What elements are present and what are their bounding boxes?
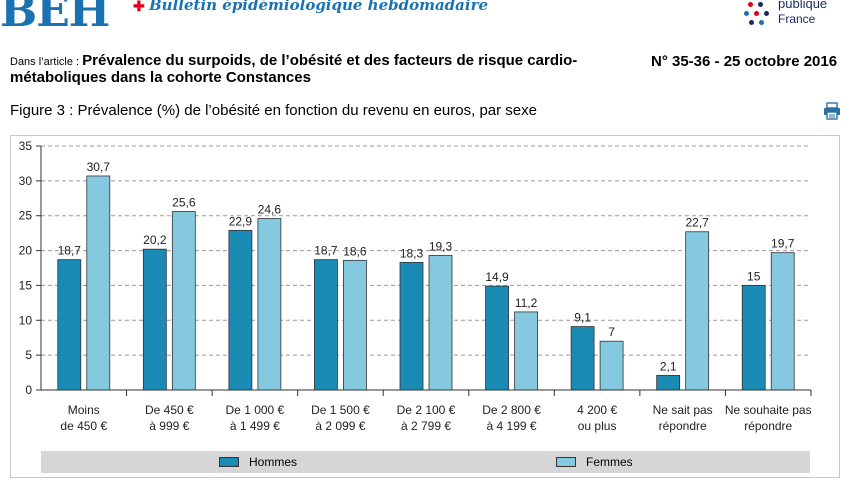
bar-hommes: [57, 259, 82, 391]
issue-number: N° 35-36 - 25 octobre 2016: [651, 53, 838, 70]
chart-legend: Hommes Femmes: [41, 451, 810, 473]
publisher-line2: France: [778, 12, 816, 26]
y-tick-label: 35: [19, 139, 33, 153]
x-tick-label: De 450 €: [145, 403, 194, 417]
data-label-femmes: 7: [608, 325, 615, 339]
printer-icon[interactable]: [823, 102, 841, 120]
x-tick-label: répondre: [744, 419, 792, 433]
legend-swatch-hommes: [219, 457, 239, 467]
bar-hommes: [656, 374, 681, 391]
publisher-logo: publique France: [742, 0, 850, 34]
y-tick-label: 30: [19, 174, 33, 188]
bar-hommes: [314, 259, 338, 391]
bar-hommes: [399, 262, 424, 391]
x-tick-label: De 2 100 €: [397, 403, 456, 417]
bar-femmes: [685, 231, 710, 391]
bar-femmes: [86, 175, 111, 391]
x-tick-label: Ne sait pas: [653, 403, 713, 417]
y-tick-label: 25: [19, 209, 33, 223]
data-label-femmes: 24,6: [258, 203, 282, 217]
x-tick-label: Ne souhaite pas: [725, 403, 812, 417]
x-tick-label: de 450 €: [60, 419, 107, 433]
x-tick-label: De 1 000 €: [226, 403, 285, 417]
data-label-femmes: 11,2: [515, 296, 538, 310]
y-tick-label: 5: [25, 348, 32, 362]
data-label-hommes: 22,9: [229, 214, 253, 228]
dots-icon: [742, 0, 776, 34]
x-tick-label: 4 200 €: [577, 403, 617, 417]
data-label-femmes: 18,6: [343, 244, 367, 258]
x-tick-label: Moins: [68, 403, 100, 417]
bar-femmes: [599, 340, 624, 391]
bar-femmes: [257, 218, 282, 391]
publisher-line1: publique: [778, 0, 828, 11]
logo-text: BEH: [0, 0, 110, 37]
legend-label-hommes: Hommes: [249, 455, 298, 469]
legend-item-hommes: Hommes: [219, 455, 297, 469]
bar-femmes: [514, 311, 538, 391]
legend-item-femmes: Femmes: [556, 455, 633, 469]
data-label-hommes: 9,1: [574, 311, 591, 325]
bar-hommes: [741, 285, 766, 391]
data-label-femmes: 22,7: [685, 216, 709, 230]
bar-femmes: [171, 211, 196, 391]
legend-label-femmes: Femmes: [586, 455, 633, 469]
y-tick-label: 15: [19, 278, 33, 292]
bar-femmes: [343, 259, 367, 391]
y-tick-label: 0: [25, 383, 32, 397]
article-prefix: Dans l’article :: [10, 56, 83, 68]
data-label-hommes: 18,7: [314, 244, 338, 258]
cross-icon: ✚: [133, 0, 145, 14]
y-tick-label: 20: [19, 244, 33, 258]
x-tick-label: répondre: [659, 419, 707, 433]
bar-hommes: [570, 326, 595, 391]
bar-femmes: [428, 255, 453, 391]
bar-hommes: [142, 248, 167, 391]
x-tick-label: De 1 500 €: [311, 403, 370, 417]
data-label-hommes: 18,3: [400, 246, 424, 260]
obesity-bar-chart: 0 5 10 15 20 25 30 35 18,7 30,7 Moins de 450 € 20,2 2…: [19, 139, 812, 433]
bulletin-title: Bulletin épidémiologique hebdomadaire: [149, 0, 489, 14]
x-tick-label: à 4 199 €: [487, 419, 537, 433]
y-tick-label: 10: [19, 313, 33, 327]
article-title[interactable]: Prévalence du surpoids, de l’obésité et …: [10, 52, 578, 86]
data-label-hommes: 2,1: [660, 359, 677, 373]
data-label-hommes: 18,7: [58, 244, 82, 258]
data-label-femmes: 25,6: [172, 196, 196, 210]
article-heading: Dans l’article : Prévalence du surpoids,…: [10, 53, 630, 86]
data-label-femmes: 19,7: [771, 237, 795, 251]
bar-hommes: [228, 229, 253, 391]
figure-title: Figure 3 : Prévalence (%) de l’obésité e…: [10, 102, 537, 119]
x-tick-label: à 2 099 €: [315, 419, 365, 433]
data-label-hommes: 20,2: [143, 233, 167, 247]
data-label-hommes: 15: [747, 269, 761, 283]
x-tick-label: à 999 €: [149, 419, 189, 433]
bar-femmes: [770, 252, 795, 391]
data-label-femmes: 19,3: [429, 239, 453, 253]
x-tick-label: ou plus: [578, 419, 617, 433]
bar-hommes: [485, 285, 509, 391]
x-tick-label: à 2 799 €: [401, 419, 451, 433]
x-tick-label: De 2 800 €: [482, 403, 541, 417]
legend-swatch-femmes: [556, 457, 576, 467]
x-tick-label: à 1 499 €: [230, 419, 280, 433]
data-label-femmes: 30,7: [87, 160, 111, 174]
data-label-hommes: 14,9: [485, 270, 509, 284]
